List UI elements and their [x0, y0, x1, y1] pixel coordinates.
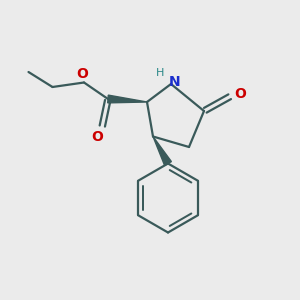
Polygon shape	[108, 95, 147, 103]
Polygon shape	[153, 136, 171, 165]
Text: O: O	[92, 130, 104, 143]
Text: H: H	[156, 68, 165, 78]
Text: N: N	[169, 75, 180, 88]
Text: O: O	[76, 67, 88, 80]
Text: O: O	[234, 87, 246, 100]
